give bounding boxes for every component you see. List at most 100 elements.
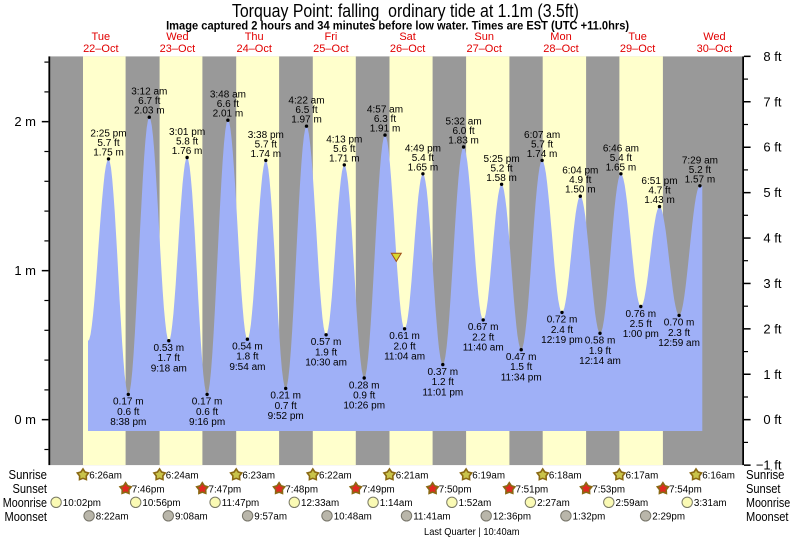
svg-text:2:59am: 2:59am bbox=[616, 498, 649, 509]
svg-text:Sat: Sat bbox=[399, 31, 416, 43]
svg-text:1.9 ft: 1.9 ft bbox=[589, 346, 611, 357]
svg-text:5.2 ft: 5.2 ft bbox=[689, 165, 711, 176]
svg-text:1.65 m: 1.65 m bbox=[606, 162, 637, 173]
svg-text:30–Oct: 30–Oct bbox=[697, 43, 732, 55]
svg-text:12:59 am: 12:59 am bbox=[658, 338, 700, 349]
svg-text:0.6 ft: 0.6 ft bbox=[196, 407, 218, 418]
svg-text:7:46pm: 7:46pm bbox=[132, 484, 165, 495]
svg-text:1.76 m: 1.76 m bbox=[172, 146, 203, 157]
svg-text:9:54 am: 9:54 am bbox=[229, 362, 265, 373]
svg-text:7:49pm: 7:49pm bbox=[362, 484, 395, 495]
svg-text:Sunset: Sunset bbox=[746, 482, 781, 496]
svg-text:1.75 m: 1.75 m bbox=[93, 147, 124, 158]
svg-text:5.4 ft: 5.4 ft bbox=[610, 153, 632, 164]
svg-text:3:31am: 3:31am bbox=[694, 498, 727, 509]
svg-text:0.70 m: 0.70 m bbox=[664, 318, 695, 329]
svg-text:7:53pm: 7:53pm bbox=[592, 484, 625, 495]
svg-text:9:16 pm: 9:16 pm bbox=[189, 417, 225, 428]
svg-text:1.74 m: 1.74 m bbox=[251, 149, 282, 160]
svg-text:1.57 m: 1.57 m bbox=[685, 174, 716, 185]
svg-text:0.53 m: 0.53 m bbox=[154, 343, 185, 354]
svg-text:6:26am: 6:26am bbox=[89, 471, 122, 482]
svg-text:3:48 am: 3:48 am bbox=[210, 90, 246, 101]
svg-text:3 ft: 3 ft bbox=[763, 276, 781, 291]
svg-text:1.97 m: 1.97 m bbox=[291, 115, 322, 126]
svg-text:6:16am: 6:16am bbox=[702, 471, 735, 482]
svg-text:0.61 m: 0.61 m bbox=[389, 331, 420, 342]
svg-text:10:30 am: 10:30 am bbox=[305, 358, 347, 369]
svg-text:Wed: Wed bbox=[166, 31, 188, 43]
svg-text:10:26 pm: 10:26 pm bbox=[343, 401, 385, 412]
svg-text:0.67 m: 0.67 m bbox=[468, 322, 499, 333]
svg-text:9:57am: 9:57am bbox=[254, 512, 287, 523]
svg-text:Sunrise: Sunrise bbox=[746, 468, 785, 482]
svg-text:12:36pm: 12:36pm bbox=[493, 512, 531, 523]
svg-text:Moonset: Moonset bbox=[5, 510, 48, 524]
svg-text:6:24am: 6:24am bbox=[166, 471, 199, 482]
svg-text:1:32pm: 1:32pm bbox=[573, 512, 606, 523]
svg-text:5.4 ft: 5.4 ft bbox=[412, 153, 434, 164]
svg-text:28–Oct: 28–Oct bbox=[543, 43, 578, 55]
svg-text:6.0 ft: 6.0 ft bbox=[452, 126, 474, 137]
svg-text:Tue: Tue bbox=[628, 31, 647, 43]
svg-text:1:00 pm: 1:00 pm bbox=[623, 329, 659, 340]
svg-text:1.65 m: 1.65 m bbox=[408, 162, 439, 173]
svg-text:4 ft: 4 ft bbox=[763, 231, 781, 246]
svg-text:7:29 am: 7:29 am bbox=[682, 155, 718, 166]
svg-text:0.47 m: 0.47 m bbox=[506, 352, 537, 363]
svg-text:Tue: Tue bbox=[92, 31, 111, 43]
svg-text:6:21am: 6:21am bbox=[396, 471, 429, 482]
svg-text:5:25 pm: 5:25 pm bbox=[484, 154, 520, 165]
svg-text:1 m: 1 m bbox=[14, 263, 36, 278]
svg-text:12:33am: 12:33am bbox=[301, 498, 339, 509]
svg-text:1:14am: 1:14am bbox=[380, 498, 413, 509]
svg-text:7:50pm: 7:50pm bbox=[439, 484, 472, 495]
svg-text:1.43 m: 1.43 m bbox=[644, 195, 675, 206]
svg-text:1.91 m: 1.91 m bbox=[370, 124, 401, 135]
svg-text:5.8 ft: 5.8 ft bbox=[176, 137, 198, 148]
svg-text:0.58 m: 0.58 m bbox=[585, 336, 616, 347]
svg-text:4:13 pm: 4:13 pm bbox=[326, 134, 362, 145]
svg-text:6:46 am: 6:46 am bbox=[603, 143, 639, 154]
svg-text:1.5 ft: 1.5 ft bbox=[510, 362, 532, 373]
svg-text:11:47pm: 11:47pm bbox=[222, 498, 259, 509]
svg-text:12:19 pm: 12:19 pm bbox=[541, 335, 583, 346]
svg-text:9:52 pm: 9:52 pm bbox=[268, 411, 304, 422]
svg-text:1.58 m: 1.58 m bbox=[486, 173, 517, 184]
svg-text:6:51 pm: 6:51 pm bbox=[641, 176, 677, 187]
svg-text:27–Oct: 27–Oct bbox=[466, 43, 501, 55]
svg-text:5 ft: 5 ft bbox=[763, 185, 781, 200]
svg-text:0 ft: 0 ft bbox=[763, 412, 781, 427]
svg-text:0.7 ft: 0.7 ft bbox=[275, 401, 297, 412]
svg-text:Last Quarter | 10:40am: Last Quarter | 10:40am bbox=[424, 526, 520, 537]
svg-text:1.71 m: 1.71 m bbox=[329, 153, 360, 164]
svg-text:Sunset: Sunset bbox=[13, 482, 48, 496]
svg-text:1.9 ft: 1.9 ft bbox=[315, 347, 337, 358]
svg-text:Thu: Thu bbox=[245, 31, 264, 43]
svg-text:6.7 ft: 6.7 ft bbox=[138, 96, 160, 107]
svg-text:1 ft: 1 ft bbox=[763, 367, 781, 382]
svg-text:8:38 pm: 8:38 pm bbox=[110, 417, 146, 428]
svg-text:Mon: Mon bbox=[550, 31, 571, 43]
svg-text:6:07 am: 6:07 am bbox=[524, 130, 560, 141]
svg-text:Moonrise: Moonrise bbox=[746, 496, 790, 510]
svg-text:23–Oct: 23–Oct bbox=[160, 43, 195, 55]
svg-text:6 ft: 6 ft bbox=[763, 140, 781, 155]
svg-text:2.3 ft: 2.3 ft bbox=[668, 328, 690, 339]
svg-text:0.76 m: 0.76 m bbox=[626, 309, 657, 320]
svg-text:2.0 ft: 2.0 ft bbox=[393, 341, 415, 352]
svg-text:6.3 ft: 6.3 ft bbox=[374, 114, 396, 125]
svg-text:2.2 ft: 2.2 ft bbox=[472, 332, 494, 343]
svg-text:11:34 pm: 11:34 pm bbox=[501, 372, 542, 383]
svg-text:6.6 ft: 6.6 ft bbox=[217, 99, 239, 110]
svg-text:3:01 pm: 3:01 pm bbox=[169, 127, 205, 138]
svg-text:0.21 m: 0.21 m bbox=[270, 391, 301, 402]
svg-text:9:18 am: 9:18 am bbox=[151, 363, 187, 374]
svg-text:1.83 m: 1.83 m bbox=[448, 136, 479, 147]
svg-text:2 m: 2 m bbox=[14, 114, 36, 129]
svg-text:6.5 ft: 6.5 ft bbox=[295, 105, 317, 116]
svg-text:10:56pm: 10:56pm bbox=[142, 498, 180, 509]
svg-text:12:14 am: 12:14 am bbox=[579, 356, 621, 367]
svg-text:6:19am: 6:19am bbox=[472, 471, 505, 482]
svg-text:8 ft: 8 ft bbox=[763, 49, 781, 64]
